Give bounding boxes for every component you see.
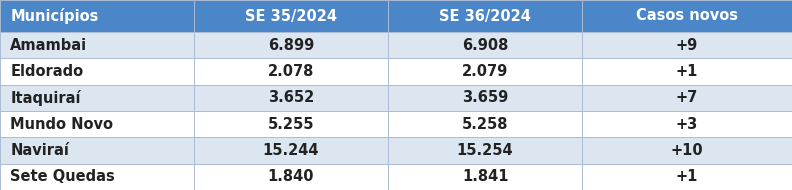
Bar [582, 0, 792, 32]
Text: 5.255: 5.255 [268, 117, 314, 132]
Bar [0, 85, 194, 111]
Text: +1: +1 [676, 64, 699, 79]
Bar [582, 58, 792, 85]
Bar [388, 58, 582, 85]
Text: 2.078: 2.078 [268, 64, 314, 79]
Bar [194, 111, 388, 137]
Text: Naviraí: Naviraí [10, 143, 69, 158]
Text: SE 35/2024: SE 35/2024 [245, 9, 337, 24]
Text: Mundo Novo: Mundo Novo [10, 117, 113, 132]
Text: 3.652: 3.652 [268, 90, 314, 105]
Text: +1: +1 [676, 169, 699, 184]
Bar [388, 85, 582, 111]
Bar [194, 0, 388, 32]
Bar [194, 137, 388, 164]
Bar [582, 85, 792, 111]
Text: 15.244: 15.244 [263, 143, 319, 158]
Text: +7: +7 [676, 90, 699, 105]
Text: 1.840: 1.840 [268, 169, 314, 184]
Text: +3: +3 [676, 117, 699, 132]
Text: +10: +10 [671, 143, 703, 158]
Bar [388, 164, 582, 190]
Bar [194, 164, 388, 190]
Bar [194, 32, 388, 58]
Bar [582, 164, 792, 190]
Bar [194, 58, 388, 85]
Text: 5.258: 5.258 [462, 117, 508, 132]
Bar [0, 137, 194, 164]
Text: Eldorado: Eldorado [10, 64, 83, 79]
Bar [0, 32, 194, 58]
Text: Amambai: Amambai [10, 38, 87, 53]
Text: 3.659: 3.659 [462, 90, 508, 105]
Bar [0, 164, 194, 190]
Text: +9: +9 [676, 38, 699, 53]
Bar [0, 111, 194, 137]
Text: Municípios: Municípios [10, 8, 99, 24]
Bar [388, 137, 582, 164]
Bar [388, 111, 582, 137]
Bar [0, 58, 194, 85]
Text: 15.254: 15.254 [457, 143, 513, 158]
Text: Sete Quedas: Sete Quedas [10, 169, 115, 184]
Bar [388, 32, 582, 58]
Bar [388, 0, 582, 32]
Text: Casos novos: Casos novos [636, 9, 738, 24]
Bar [194, 85, 388, 111]
Bar [582, 137, 792, 164]
Text: SE 36/2024: SE 36/2024 [439, 9, 531, 24]
Text: 1.841: 1.841 [462, 169, 508, 184]
Text: Itaquiraí: Itaquiraí [10, 90, 81, 106]
Bar [582, 32, 792, 58]
Bar [582, 111, 792, 137]
Text: 2.079: 2.079 [462, 64, 508, 79]
Text: 6.908: 6.908 [462, 38, 508, 53]
Bar [0, 0, 194, 32]
Text: 6.899: 6.899 [268, 38, 314, 53]
